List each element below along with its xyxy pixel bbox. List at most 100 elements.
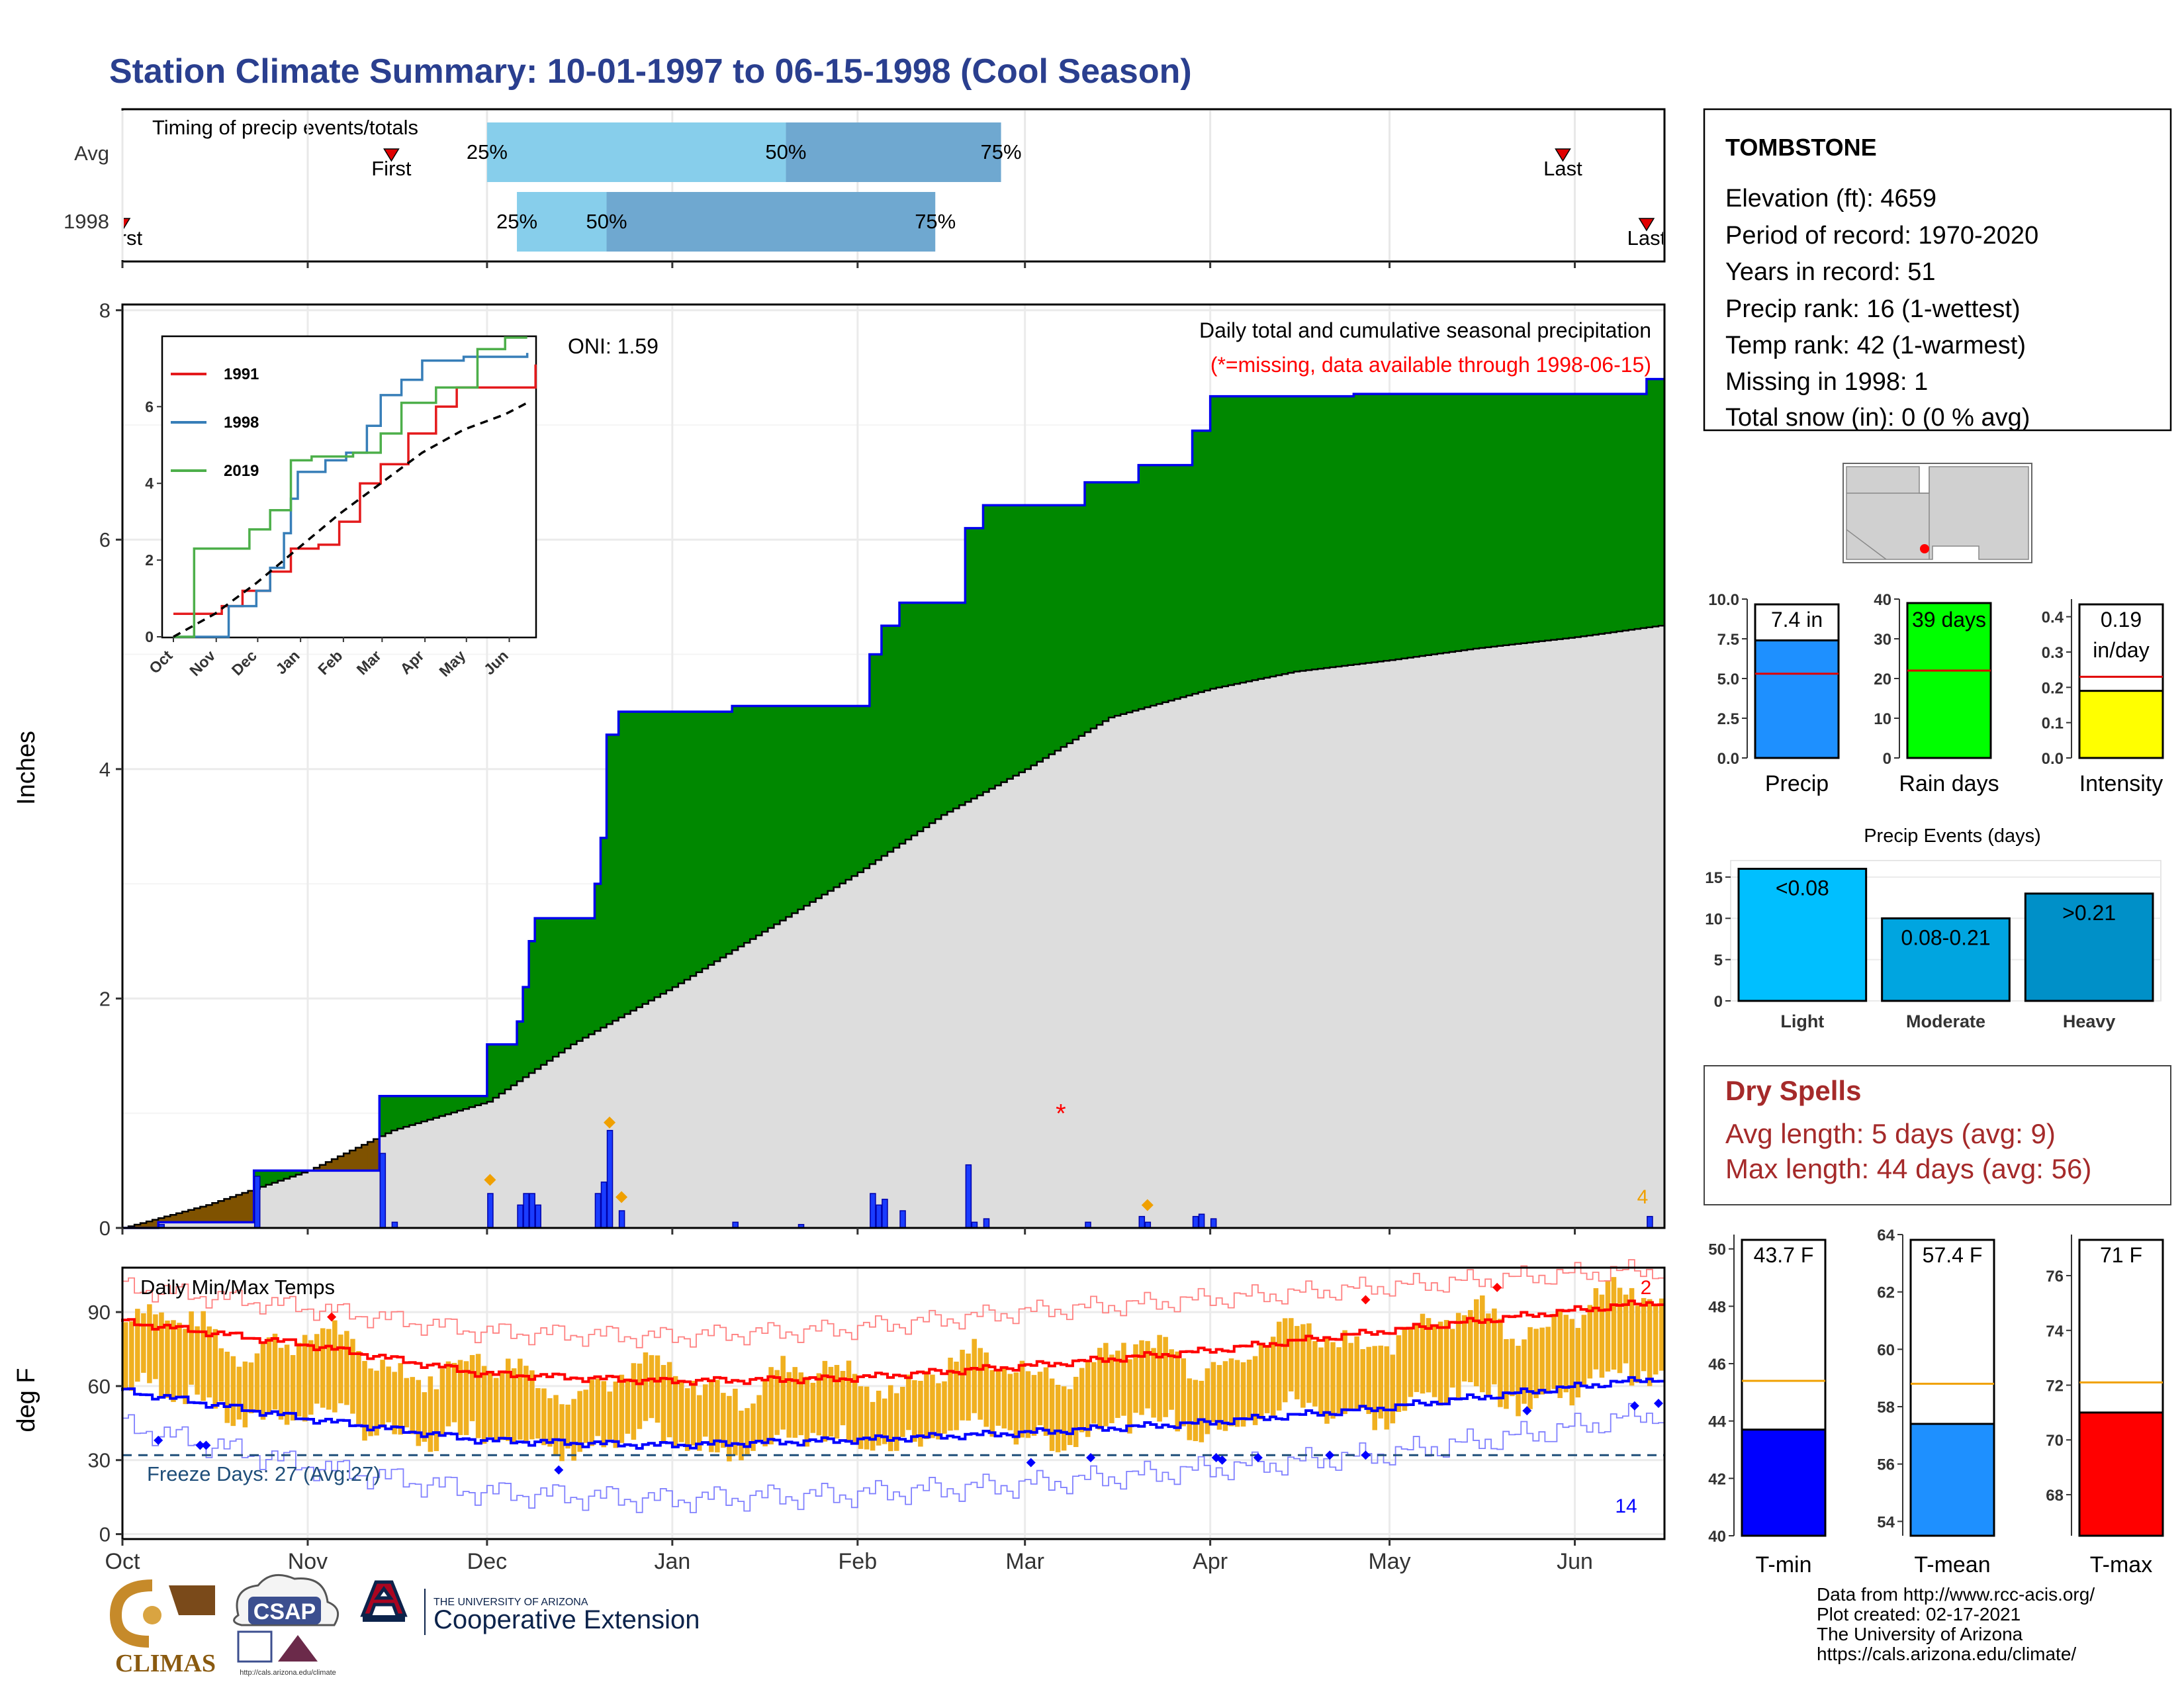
stat-bar <box>1754 639 1840 759</box>
above-average-area <box>1150 465 1157 706</box>
daily-precip-bar <box>487 1193 494 1229</box>
above-average-area <box>1521 394 1527 643</box>
daily-temp-range-bar <box>1437 1321 1443 1406</box>
daily-temp-range-bar <box>1420 1313 1426 1394</box>
record-low-marker <box>1653 1399 1663 1408</box>
daily-temp-range-bar <box>1205 1368 1210 1434</box>
stat-bar <box>2078 1411 2164 1537</box>
stat-category-label: T-max <box>2090 1552 2152 1577</box>
inset-legend-label: 2019 <box>224 462 259 480</box>
above-average-area <box>1019 505 1026 773</box>
station-line: Elevation (ft): 4659 <box>1725 185 1936 212</box>
above-average-area <box>1616 394 1623 632</box>
above-average-area <box>1515 394 1522 644</box>
daily-temp-range-bar <box>1449 1329 1455 1388</box>
above-average-area <box>792 706 799 914</box>
daily-temp-range-bar <box>1043 1367 1049 1436</box>
daily-temp-range-bar <box>1037 1372 1043 1426</box>
stat-y-tick-label: 7.5 <box>1717 631 1739 649</box>
daily-temp-range-bar <box>159 1312 164 1397</box>
above-average-area <box>1103 482 1109 722</box>
daily-temp-range-bar <box>1498 1319 1503 1407</box>
below-average-area <box>212 1203 219 1223</box>
events-bar <box>1737 867 1868 1002</box>
above-average-area <box>1449 394 1456 652</box>
daily-temp-range-bar <box>410 1377 416 1434</box>
daily-temp-range-bar <box>1222 1361 1228 1431</box>
daily-temp-range-bar <box>499 1372 505 1440</box>
above-average-area <box>541 918 547 1065</box>
above-average-area <box>827 706 835 891</box>
above-average-area <box>971 528 978 799</box>
daily-temp-range-bar <box>1073 1376 1079 1447</box>
daily-temp-range-bar <box>709 1379 714 1452</box>
above-average-area <box>1365 394 1373 663</box>
record-low-marker <box>554 1465 564 1475</box>
above-average-area <box>1467 394 1474 650</box>
above-average-area <box>732 706 739 951</box>
daily-temp-range-bar <box>960 1350 965 1421</box>
above-average-area <box>648 712 655 1001</box>
above-average-area <box>881 626 888 857</box>
daily-temp-range-bar <box>1360 1349 1365 1409</box>
stat-y-tick-label: 60 <box>1877 1341 1895 1359</box>
last-event-marker <box>1638 218 1655 232</box>
daily-temp-range-bar <box>613 1382 619 1448</box>
below-average-area <box>152 1219 159 1228</box>
daily-temp-range-bar <box>392 1372 397 1434</box>
below-average-area <box>182 1211 189 1223</box>
daily-temp-range-bar <box>822 1360 828 1442</box>
above-average-area <box>271 1170 279 1183</box>
stat-bar <box>1741 1429 1827 1537</box>
daily-temp-range-bar <box>1283 1318 1288 1403</box>
daily-temp-range-bar <box>1330 1342 1336 1419</box>
footer-line: https://cals.arizona.edu/climate/ <box>1817 1644 2076 1664</box>
timing-title: Timing of precip events/totals <box>152 116 418 139</box>
above-average-area <box>265 1170 273 1185</box>
above-average-area <box>492 1044 500 1098</box>
above-average-area <box>1168 465 1175 701</box>
daily-temp-range-bar <box>1461 1315 1467 1382</box>
daily-temp-range-bar <box>1522 1339 1527 1404</box>
stat-chart: 0.0 0.1 0.2 0.3 0.4 0.19 in/day Intensity <box>2042 599 2164 796</box>
daily-temp-range-bar <box>1653 1305 1659 1375</box>
daily-temp-range-bar <box>577 1391 582 1452</box>
above-average-area <box>1652 379 1659 627</box>
above-average-area <box>517 1021 523 1082</box>
daily-temp-range-bar <box>1641 1297 1647 1372</box>
timing-row-label-avg: Avg <box>74 142 109 165</box>
figure-title: Station Climate Summary: 10-01-1997 to 0… <box>109 52 1192 91</box>
above-average-area <box>1078 505 1085 736</box>
inset-y-tick-label: 6 <box>145 398 154 415</box>
above-average-area <box>1622 394 1629 631</box>
daily-temp-range-bar <box>876 1390 882 1446</box>
above-average-area <box>1060 505 1068 747</box>
above-average-area <box>451 1096 458 1113</box>
above-average-area <box>1473 394 1480 649</box>
station-info-box: TOMBSTONE Elevation (ft): 4659 Period of… <box>1703 108 2172 432</box>
above-average-area <box>678 712 685 984</box>
stat-y-tick-label: 0.4 <box>2042 609 2064 627</box>
x-tick-label: Jan <box>654 1549 690 1574</box>
daily-temp-range-bar <box>535 1387 541 1439</box>
daily-temp-range-bar <box>212 1329 218 1409</box>
daily-temp-range-bar <box>894 1393 899 1451</box>
daily-temp-range-bar <box>1163 1336 1168 1417</box>
daily-temp-range-bar <box>619 1374 625 1443</box>
above-average-area <box>1491 394 1498 647</box>
record-low-marker <box>195 1440 205 1450</box>
above-average-area <box>403 1096 410 1127</box>
inset-series-line <box>173 336 527 638</box>
daily-temp-range-bar <box>308 1340 314 1415</box>
above-average-area <box>1598 394 1606 634</box>
daily-temp-range-bar <box>1210 1362 1216 1423</box>
csap-url: http://cals.arizona.edu/climate <box>240 1669 336 1677</box>
daily-temp-range-bar <box>278 1348 284 1420</box>
daily-temp-range-bar <box>1258 1344 1264 1420</box>
above-average-area <box>1228 396 1235 685</box>
stat-y-tick-label: 74 <box>2046 1323 2064 1340</box>
daily-temp-range-bar <box>1300 1324 1306 1408</box>
above-average-area <box>1222 396 1229 686</box>
above-average-area <box>1162 465 1169 702</box>
daily-temp-range-bar <box>547 1398 553 1447</box>
